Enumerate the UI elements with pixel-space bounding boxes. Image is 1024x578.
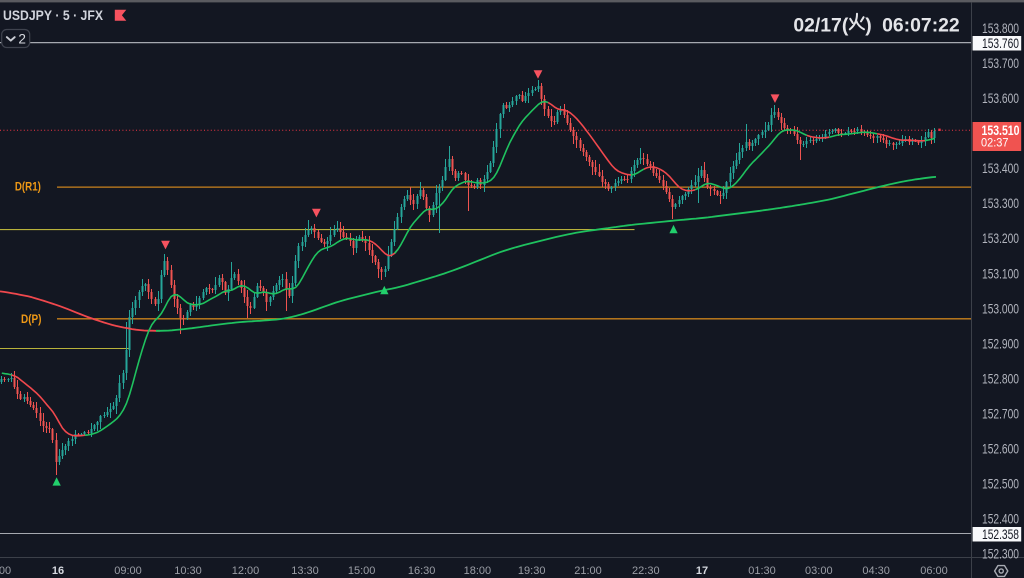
svg-text:D(R1): D(R1) xyxy=(15,182,41,194)
svg-text:02/17(: 02/17( xyxy=(793,15,849,37)
svg-text:): ) xyxy=(865,15,871,37)
svg-text:13:30: 13:30 xyxy=(291,565,319,577)
svg-text:152.900: 152.900 xyxy=(982,335,1019,351)
svg-text:06:00: 06:00 xyxy=(0,565,11,577)
svg-text:06:00: 06:00 xyxy=(920,565,948,577)
svg-text:153.700: 153.700 xyxy=(982,55,1019,71)
svg-text:D(P): D(P) xyxy=(21,314,42,326)
svg-text:09:00: 09:00 xyxy=(114,565,142,577)
svg-text:19:30: 19:30 xyxy=(518,565,546,577)
svg-text:06:07:22: 06:07:22 xyxy=(882,15,960,37)
svg-text:152.600: 152.600 xyxy=(982,441,1019,457)
svg-text:153.100: 153.100 xyxy=(982,265,1019,281)
svg-text:16:30: 16:30 xyxy=(408,565,436,577)
svg-text:153.400: 153.400 xyxy=(982,160,1019,176)
svg-text:152.700: 152.700 xyxy=(982,406,1019,422)
svg-text:01:30: 01:30 xyxy=(748,565,776,577)
svg-text:153.200: 153.200 xyxy=(982,230,1019,246)
svg-text:153.800: 153.800 xyxy=(982,20,1019,36)
svg-text:153.510: 153.510 xyxy=(982,122,1020,138)
svg-text:18:00: 18:00 xyxy=(464,565,492,577)
svg-text:152.500: 152.500 xyxy=(982,476,1019,492)
svg-text:152.300: 152.300 xyxy=(982,546,1019,562)
svg-text:153.300: 153.300 xyxy=(982,195,1019,211)
svg-text:152.800: 152.800 xyxy=(982,370,1019,386)
svg-text:22:30: 22:30 xyxy=(632,565,660,577)
svg-text:12:00: 12:00 xyxy=(232,565,260,577)
svg-text:152.400: 152.400 xyxy=(982,511,1019,527)
svg-text:USDJPY · 5 · JFX: USDJPY · 5 · JFX xyxy=(3,8,103,23)
svg-text:152.358: 152.358 xyxy=(982,526,1019,542)
svg-text:04:30: 04:30 xyxy=(862,565,890,577)
svg-text:16: 16 xyxy=(52,565,64,577)
svg-text:17: 17 xyxy=(696,565,708,577)
svg-text:153.600: 153.600 xyxy=(982,90,1019,106)
svg-text:153.000: 153.000 xyxy=(982,300,1019,316)
svg-text:21:00: 21:00 xyxy=(574,565,602,577)
svg-text:15:00: 15:00 xyxy=(348,565,376,577)
svg-text:153.760: 153.760 xyxy=(982,35,1019,51)
svg-text:2: 2 xyxy=(18,31,26,46)
svg-text:10:30: 10:30 xyxy=(174,565,202,577)
svg-text:02:37: 02:37 xyxy=(981,138,1009,150)
svg-text:03:00: 03:00 xyxy=(805,565,833,577)
